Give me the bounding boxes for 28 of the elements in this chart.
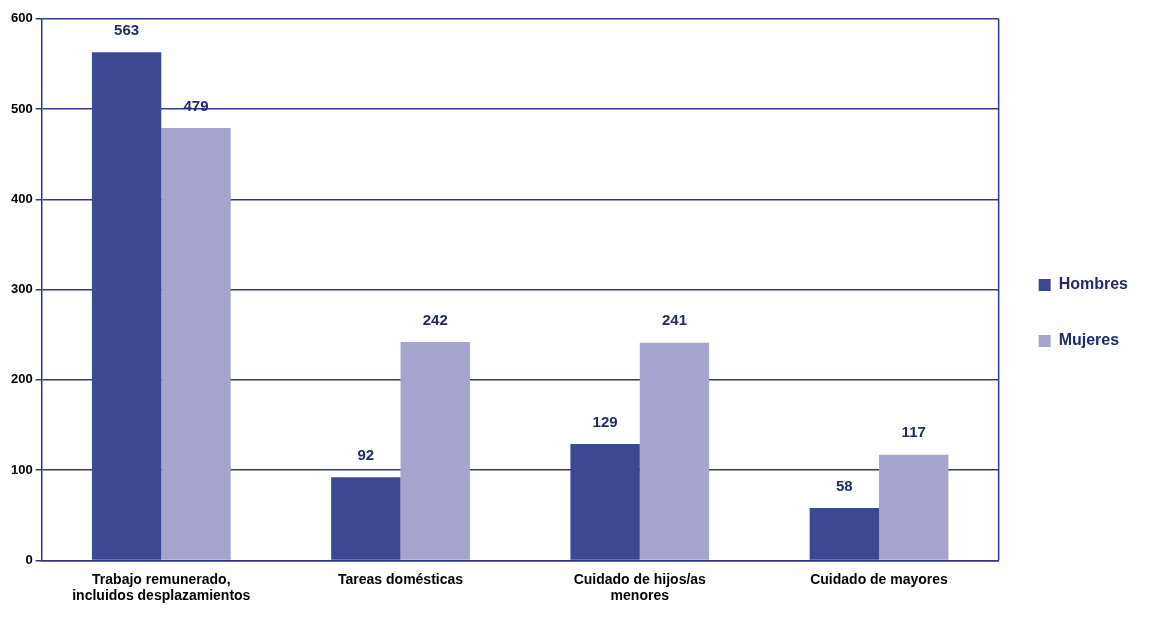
x-tick-label: Trabajo remunerado, incluidos desplazamientos	[72, 570, 251, 604]
bar	[331, 477, 401, 560]
x-tick-label: Cuidado de hijos/as menores	[573, 570, 707, 604]
data-label: 129	[592, 412, 618, 430]
bar	[570, 443, 640, 560]
y-tick-label: 100	[10, 461, 33, 477]
data-label: 242	[422, 310, 448, 328]
bar	[161, 128, 231, 560]
bar	[879, 454, 949, 560]
y-tick-label: 200	[10, 371, 33, 387]
data-label: 563	[114, 20, 140, 38]
x-tick-label: Tareas domésticas	[338, 570, 464, 587]
bar	[639, 342, 710, 560]
data-label: 117	[901, 423, 926, 441]
bar	[400, 341, 470, 560]
data-label: 58	[836, 476, 853, 494]
bar	[91, 52, 162, 560]
data-label: 241	[661, 311, 687, 329]
data-label: 92	[357, 446, 375, 463]
y-tick-label: 0	[25, 551, 33, 567]
legend-label: Hombres	[1058, 275, 1129, 293]
y-tick-label: 300	[10, 281, 33, 297]
bar	[809, 508, 880, 560]
legend-label: Mujeres	[1058, 331, 1120, 349]
y-tick-label: 500	[10, 100, 33, 116]
y-tick-label: 400	[10, 190, 33, 206]
y-tick-label: 600	[10, 10, 33, 26]
x-tick-label: Cuidado de mayores	[810, 570, 949, 587]
